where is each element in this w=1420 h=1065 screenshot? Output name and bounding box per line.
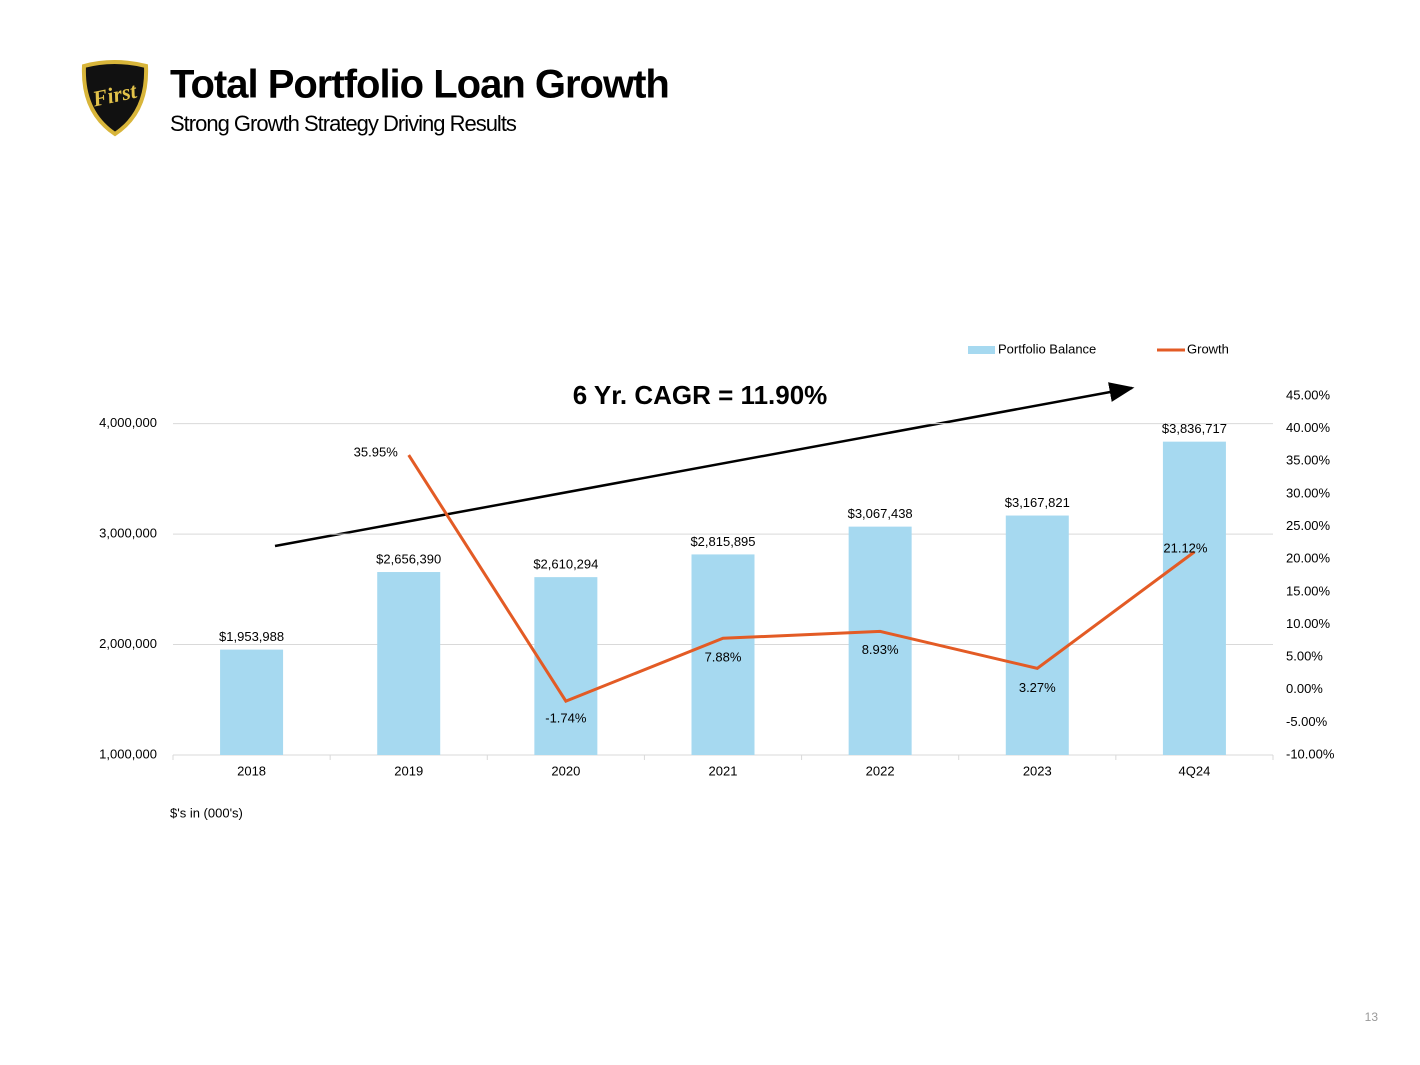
line-value-label: 3.27%	[1019, 680, 1056, 695]
bar-value-label: $3,167,821	[1005, 495, 1070, 510]
bar-value-label: $3,067,438	[848, 506, 913, 521]
y2-tick-label: 35.00%	[1286, 453, 1331, 468]
x-tick-label: 2019	[394, 763, 423, 778]
logo: First	[81, 60, 149, 137]
bar-value-label: $2,610,294	[533, 557, 598, 572]
y2-tick-label: -10.00%	[1286, 746, 1335, 761]
y2-tick-label: 15.00%	[1286, 583, 1331, 598]
y-tick-label: 4,000,000	[99, 415, 157, 430]
page-number: 13	[1365, 1010, 1379, 1024]
x-tick-label: 2022	[866, 763, 895, 778]
y2-tick-label: 5.00%	[1286, 649, 1323, 664]
bar	[1005, 515, 1069, 755]
x-tick-label: 2020	[551, 763, 580, 778]
y2-tick-label: 0.00%	[1286, 681, 1323, 696]
line-value-label: 35.95%	[354, 445, 399, 460]
y-tick-label: 1,000,000	[99, 746, 157, 761]
line-value-label: 21.12%	[1163, 540, 1208, 555]
x-tick-label: 2021	[709, 763, 738, 778]
cagr-arrow	[274, 382, 1135, 548]
line-value-label: -1.74%	[545, 711, 587, 726]
y2-tick-label: 45.00%	[1286, 387, 1331, 402]
bar	[848, 526, 912, 755]
title: Total Portfolio Loan Growth	[170, 63, 669, 107]
line-value-label: 7.88%	[705, 650, 742, 665]
bar-value-label: $3,836,717	[1162, 421, 1227, 436]
x-tick-label: 2023	[1023, 763, 1052, 778]
bar	[220, 649, 284, 755]
x-tick-label: 4Q24	[1179, 763, 1211, 778]
subtitle: Strong Growth Strategy Driving Results	[170, 111, 517, 136]
legend-label: Portfolio Balance	[998, 341, 1096, 356]
y2-tick-label: 25.00%	[1286, 518, 1331, 533]
x-tick-label: 2018	[237, 763, 266, 778]
y2-tick-label: 40.00%	[1286, 420, 1331, 435]
bar	[691, 554, 755, 755]
bar-value-label: $1,953,988	[219, 629, 284, 644]
bar	[1162, 441, 1226, 755]
y2-tick-label: 20.00%	[1286, 551, 1331, 566]
bar-value-label: $2,815,895	[690, 534, 755, 549]
line-value-label: 8.93%	[862, 642, 899, 657]
y-tick-label: 2,000,000	[99, 636, 157, 651]
y2-tick-label: 10.00%	[1286, 616, 1331, 631]
bar	[377, 572, 441, 755]
legend-swatch	[968, 346, 995, 354]
legend-label: Growth	[1187, 341, 1229, 356]
growth-line	[407, 454, 1196, 703]
bar-value-label: $2,656,390	[376, 551, 441, 566]
y-tick-label: 3,000,000	[99, 526, 157, 541]
footnote: $'s in (000's)	[170, 805, 243, 820]
annotation: 6 Yr. CAGR = 11.90%	[573, 380, 828, 410]
y2-tick-label: -5.00%	[1286, 714, 1328, 729]
y2-tick-label: 30.00%	[1286, 485, 1331, 500]
